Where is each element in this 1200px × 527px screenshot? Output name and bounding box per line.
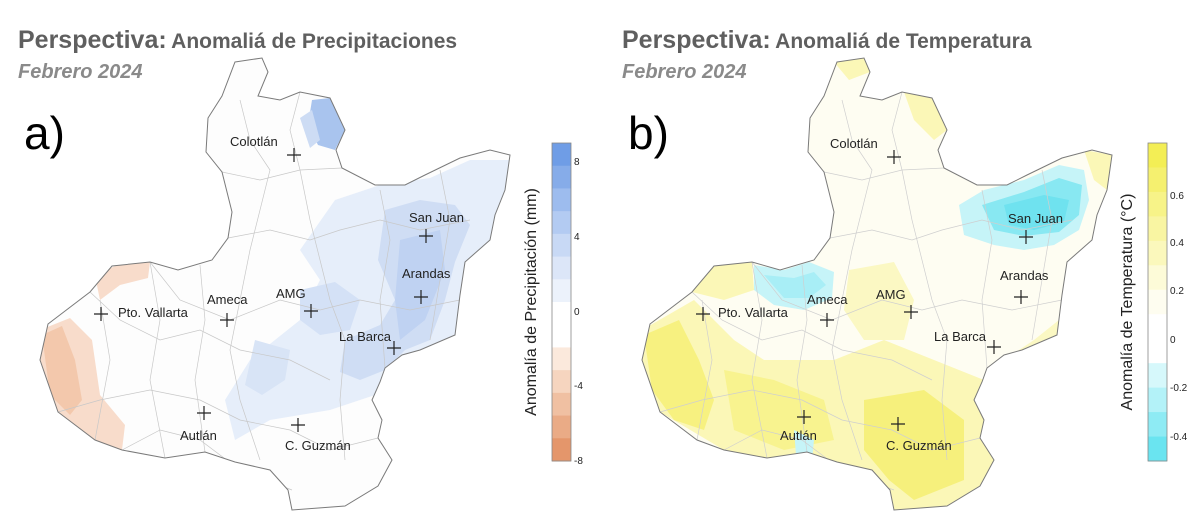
city-la-barca: La Barca <box>934 329 1001 354</box>
city-label: Autlán <box>780 428 817 443</box>
colorbar-swatch <box>552 256 571 280</box>
colorbar-swatch <box>552 302 571 326</box>
city-label: Colotlán <box>230 134 278 149</box>
panel-label: a) <box>24 107 65 159</box>
state-region <box>39 57 511 511</box>
colorbar-tick: 0.4 <box>1170 238 1184 249</box>
colorbar-swatch <box>552 233 571 258</box>
colorbar-tick: 8 <box>574 157 580 168</box>
panel-subtitle: Febrero 2024 <box>18 61 143 83</box>
city-ameca: Ameca <box>207 292 248 327</box>
city-la-barca: La Barca <box>339 329 401 355</box>
city-label: Pto. Vallarta <box>718 305 789 320</box>
colorbar-swatch <box>1148 143 1167 168</box>
colorbar-tick: -4 <box>574 381 583 392</box>
colorbar-tick: -0.2 <box>1170 383 1188 394</box>
city-label: C. Guzmán <box>285 438 351 453</box>
precipitation-map: Colotlán San Juan Arandas AMG Ameca Pto.… <box>39 57 583 511</box>
panel-label: b) <box>628 107 669 159</box>
city-markers: Colotlán San Juan Arandas AMG Ameca Pto.… <box>696 136 1063 453</box>
city-arandas: Arandas <box>402 266 451 304</box>
colorbar-swatch <box>552 188 571 212</box>
colorbar-swatch <box>552 347 571 371</box>
city-label: Pto. Vallarta <box>118 305 189 320</box>
colorbar-swatch <box>552 211 571 235</box>
city-autlan: Autlán <box>780 410 817 443</box>
colorbar-ticks: 8 4 0 -4 -8 <box>574 157 583 467</box>
temperature-panel: Colotlán San Juan Arandas AMG Ameca Pto.… <box>604 0 1200 527</box>
city-label: Colotlán <box>830 136 878 151</box>
city-label: San Juan <box>409 210 464 225</box>
city-colotlan: Colotlán <box>830 136 901 164</box>
colorbar-tick: 0.6 <box>1170 191 1184 202</box>
city-san-juan: San Juan <box>1008 211 1063 244</box>
city-label: La Barca <box>339 329 392 344</box>
colorbar-swatch <box>552 324 571 348</box>
city-amg: AMG <box>876 287 918 319</box>
city-label: Arandas <box>1000 268 1049 283</box>
colorbar-swatch <box>1148 412 1167 438</box>
city-label: AMG <box>276 286 306 301</box>
panel-title: Perspectiva: Anomaliá de Temperatura <box>622 26 1032 55</box>
colorbar-swatch <box>1148 387 1167 413</box>
title-rest: Anomaliá de Temperatura <box>775 30 1032 53</box>
panel-subtitle: Febrero 2024 <box>622 61 747 83</box>
colorbar-title: Anomalía de Temperatura (°C) <box>1119 194 1136 411</box>
colorbar-swatch <box>552 143 571 167</box>
city-label: Ameca <box>807 292 848 307</box>
colorbar-swatch <box>1148 240 1167 266</box>
city-label: Arandas <box>402 266 451 281</box>
city-ameca: Ameca <box>807 292 848 327</box>
colorbar-swatch <box>1148 363 1167 389</box>
city-autlan: Autlán <box>180 406 217 443</box>
state-region <box>641 57 1113 511</box>
colorbar-swatch <box>1148 167 1167 193</box>
title-lead: Perspectiva: <box>18 26 167 54</box>
precipitation-colorbar: 8 4 0 -4 -8 Anomalía de Precipitación (m… <box>523 142 583 467</box>
colorbar-swatch <box>552 279 571 303</box>
temperature-map: Colotlán San Juan Arandas AMG Ameca Pto.… <box>641 57 1188 511</box>
colorbar-ticks: 0.6 0.4 0.2 0 -0.2 -0.4 <box>1170 191 1188 443</box>
city-label: La Barca <box>934 329 987 344</box>
title-lead: Perspectiva: <box>622 26 771 54</box>
colorbar-tick: 0 <box>574 307 580 318</box>
city-markers: Colotlán San Juan Arandas AMG Ameca Pto.… <box>94 134 464 453</box>
city-pto-vallarta: Pto. Vallarta <box>94 305 189 321</box>
colorbar-tick: -0.4 <box>1170 432 1188 443</box>
city-pto-vallarta: Pto. Vallarta <box>696 305 789 321</box>
colorbar-swatch <box>552 415 571 439</box>
city-label: Autlán <box>180 428 217 443</box>
city-arandas: Arandas <box>1000 268 1049 304</box>
colorbar-swatch <box>552 392 571 417</box>
city-label: Ameca <box>207 292 248 307</box>
city-c-guzman: C. Guzmán <box>886 417 952 453</box>
colorbar-tick: -8 <box>574 456 583 467</box>
city-colotlan: Colotlán <box>230 134 301 162</box>
temperature-colorbar: 0.6 0.4 0.2 0 -0.2 -0.4 Anomalía de Temp… <box>1119 142 1188 462</box>
colorbar-tick: 4 <box>574 232 580 243</box>
precipitation-panel: Colotlán San Juan Arandas AMG Ameca Pto.… <box>18 26 583 511</box>
city-label: C. Guzmán <box>886 438 952 453</box>
colorbar-tick: 0.2 <box>1170 286 1184 297</box>
panel-title: Perspectiva: Anomaliá de Precipitaciones <box>18 26 457 55</box>
title-rest: Anomaliá de Precipitaciones <box>171 30 458 53</box>
city-label: San Juan <box>1008 211 1063 226</box>
city-san-juan: San Juan <box>409 210 464 243</box>
colorbar-swatch <box>1148 216 1167 242</box>
colorbar-tick: 0 <box>1170 335 1176 346</box>
colorbar-swatch <box>552 438 571 462</box>
city-label: AMG <box>876 287 906 302</box>
colorbar-title: Anomalía de Precipitación (mm) <box>523 188 540 416</box>
colorbar-swatch <box>1148 289 1167 315</box>
colorbar-swatch <box>552 165 571 189</box>
colorbar-swatch <box>1148 191 1167 217</box>
colorbar-swatch <box>552 370 571 394</box>
colorbar-swatch <box>1148 436 1167 462</box>
city-c-guzman: C. Guzmán <box>285 418 351 453</box>
colorbar-swatch <box>1148 265 1167 291</box>
city-amg: AMG <box>276 286 318 318</box>
colorbar-swatch <box>1148 338 1167 364</box>
colorbar-swatch <box>1148 314 1167 340</box>
